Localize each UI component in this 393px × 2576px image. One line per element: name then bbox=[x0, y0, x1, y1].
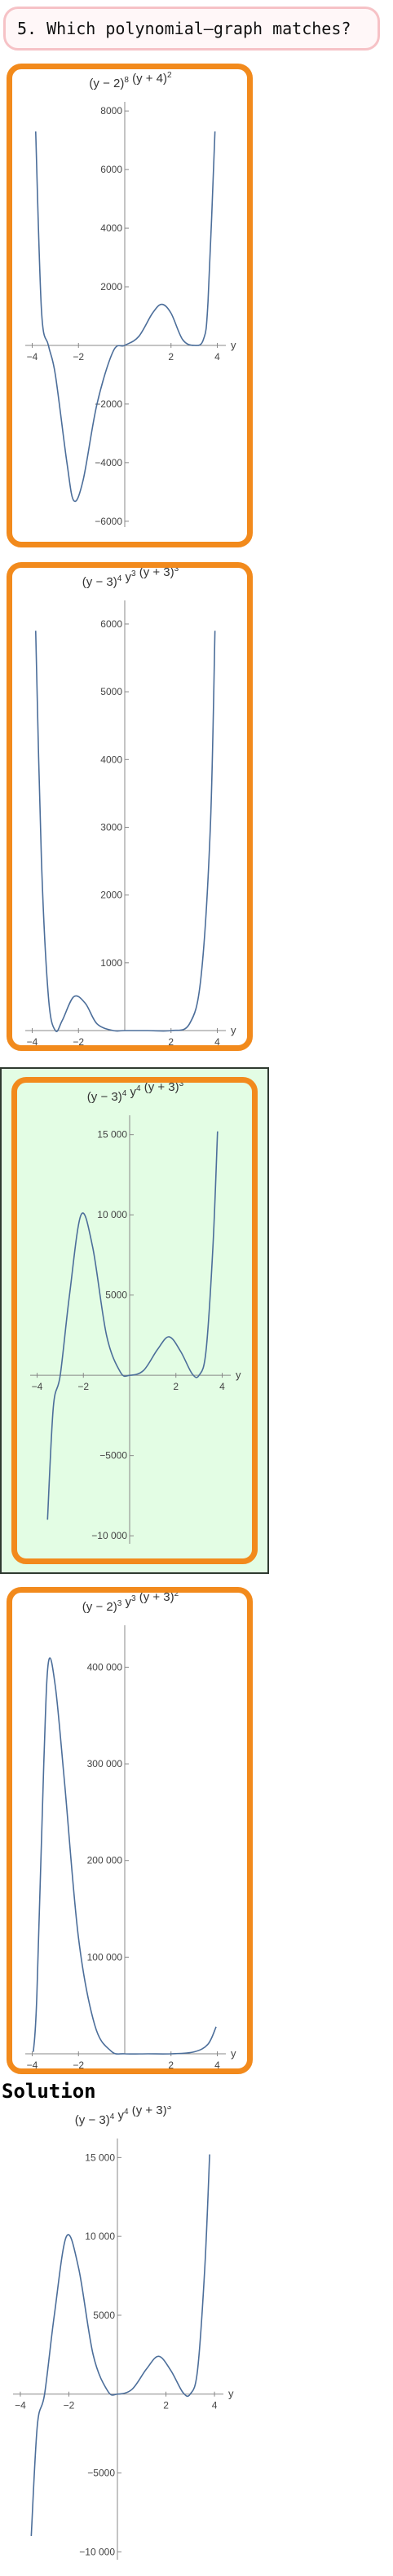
x-tick-label: 4 bbox=[214, 351, 220, 363]
x-tick-label: 2 bbox=[168, 351, 174, 363]
chart-title: (y − 2)3 y3 (y + 3)2 bbox=[82, 1593, 179, 1614]
option-card-1[interactable]: (y − 2)8 (y + 4)2 y −4 −2 2 4 −6000 −4000 −2000 2… bbox=[7, 64, 253, 547]
y-tick-label: 200 000 bbox=[87, 1855, 123, 1866]
y-tick-label: 5000 bbox=[93, 2310, 115, 2321]
x-tick-label: −2 bbox=[64, 2400, 75, 2411]
x-axis-label: y bbox=[231, 2047, 236, 2059]
chart-title: (y − 3)4 y3 (y + 3)3 bbox=[82, 568, 179, 589]
option-card-3[interactable]: (y − 3)4 y4 (y + 3)3 y −4 −2 2 4 −10 000 −5000 5… bbox=[11, 1077, 258, 1564]
x-tick-label: 2 bbox=[173, 1381, 179, 1392]
question-text: Which polynomial–graph matches? bbox=[46, 19, 351, 38]
x-tick-label: 2 bbox=[163, 2400, 169, 2411]
option-card-4[interactable]: (y − 2)3 y3 (y + 3)2 y −4 −2 2 4 100 000 200 00… bbox=[7, 1587, 253, 2074]
option-chart-4: (y − 2)3 y3 (y + 3)2 y −4 −2 2 4 100 000 200 00… bbox=[25, 1593, 236, 2068]
series-line bbox=[46, 1131, 219, 1520]
x-axis-label: y bbox=[228, 2388, 234, 2400]
y-tick-label: −10 000 bbox=[91, 1530, 127, 1541]
question-banner: 5. Which polynomial–graph matches? bbox=[3, 7, 380, 51]
chart-title: (y − 2)8 (y + 4)2 bbox=[89, 71, 172, 90]
y-tick-label: 100 000 bbox=[87, 1951, 123, 1963]
y-tick-label: 15 000 bbox=[85, 2152, 115, 2163]
x-tick-label: −2 bbox=[73, 351, 84, 363]
x-tick-label: −4 bbox=[27, 351, 38, 363]
y-tick-label: −6000 bbox=[95, 516, 122, 527]
series-line bbox=[34, 631, 216, 1032]
y-tick-label: 400 000 bbox=[87, 1661, 123, 1673]
chart-title: (y − 3)4 y4 (y + 3)3 bbox=[75, 2106, 172, 2127]
x-tick-label: −2 bbox=[73, 1036, 84, 1045]
x-tick-label: −2 bbox=[77, 1381, 89, 1392]
y-tick-label: 10 000 bbox=[97, 1209, 127, 1220]
x-tick-label: −2 bbox=[73, 2059, 84, 2068]
x-tick-label: −4 bbox=[32, 1381, 43, 1392]
y-tick-label: 6000 bbox=[100, 164, 122, 175]
option-chart-1: (y − 2)8 (y + 4)2 y −4 −2 2 4 −6000 −4000 −2000 2… bbox=[25, 71, 236, 527]
x-tick-label: 4 bbox=[214, 2059, 220, 2068]
option-card-2[interactable]: (y − 3)4 y3 (y + 3)3 y −4 −2 2 4 1000 2000 3000 4… bbox=[7, 562, 253, 1051]
y-tick-label: 15 000 bbox=[97, 1129, 127, 1141]
y-tick-label: −5000 bbox=[99, 1450, 127, 1462]
x-tick-label: −4 bbox=[27, 1036, 38, 1045]
selected-option-highlight: (y − 3)4 y4 (y + 3)3 y −4 −2 2 4 −10 000 −5000 5… bbox=[0, 1067, 269, 1574]
x-tick-label: 4 bbox=[219, 1381, 225, 1392]
x-tick-label: 2 bbox=[168, 2059, 174, 2068]
x-tick-label: 4 bbox=[214, 1036, 220, 1045]
x-tick-label: −4 bbox=[15, 2400, 26, 2411]
y-tick-label: 6000 bbox=[100, 618, 122, 630]
y-tick-label: 5000 bbox=[105, 1290, 127, 1301]
x-tick-label: 4 bbox=[212, 2400, 218, 2411]
x-tick-label: 2 bbox=[168, 1036, 174, 1045]
x-axis-label: y bbox=[231, 339, 236, 351]
series-line bbox=[30, 2154, 210, 2537]
y-tick-label: 1000 bbox=[100, 957, 122, 969]
x-tick-label: −4 bbox=[27, 2059, 38, 2068]
option-chart-3: (y − 3)4 y4 (y + 3)3 y −4 −2 2 4 −10 000 −5000 5… bbox=[30, 1083, 241, 1544]
x-axis-label: y bbox=[231, 1024, 236, 1036]
y-tick-label: −2000 bbox=[95, 398, 122, 410]
chart-title: (y − 3)4 y4 (y + 3)3 bbox=[87, 1083, 184, 1104]
question-number: 5. bbox=[17, 19, 38, 38]
y-tick-label: −4000 bbox=[95, 457, 122, 468]
y-tick-label: 10 000 bbox=[85, 2231, 115, 2242]
y-tick-label: 4000 bbox=[100, 754, 122, 765]
y-tick-label: 5000 bbox=[100, 686, 122, 697]
y-tick-label: 2000 bbox=[100, 890, 122, 901]
y-tick-label: 8000 bbox=[100, 105, 122, 116]
x-axis-label: y bbox=[236, 1369, 241, 1381]
series-line bbox=[33, 1657, 217, 2055]
solution-heading: Solution bbox=[2, 2080, 96, 2103]
y-tick-label: 300 000 bbox=[87, 1758, 123, 1769]
series-line bbox=[34, 131, 216, 503]
option-chart-2: (y − 3)4 y3 (y + 3)3 y −4 −2 2 4 1000 2000 3000 4… bbox=[25, 568, 236, 1045]
y-tick-label: −10 000 bbox=[79, 2546, 115, 2557]
y-tick-label: 4000 bbox=[100, 222, 122, 234]
y-tick-label: 3000 bbox=[100, 821, 122, 833]
y-tick-label: −5000 bbox=[87, 2468, 115, 2479]
solution-chart: (y − 3)4 y4 (y + 3)3 y −4 −2 2 4 −10 000 −5000 5… bbox=[13, 2106, 234, 2560]
y-tick-label: 2000 bbox=[100, 281, 122, 292]
